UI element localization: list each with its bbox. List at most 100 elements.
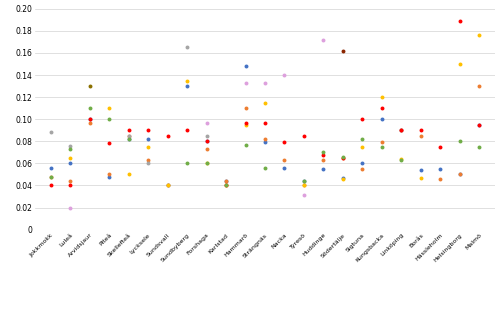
Topic 4 [105,106,113,111]
Topic 6 [339,154,347,159]
Topic 1 [66,161,74,166]
Topic 4 [261,100,269,105]
Topic 5 [86,116,94,122]
Topic 2 [222,178,230,184]
Topic 5 [358,116,366,122]
Topic 10 [86,83,94,89]
Topic 1 [300,178,308,184]
Topic 6 [476,144,484,150]
Topic 2 [144,157,152,163]
Topic 1 [476,122,484,127]
Topic 7 [242,80,250,85]
Topic 7 [66,205,74,210]
Topic 1 [46,165,54,171]
Topic 1 [358,161,366,166]
Topic 6 [86,106,94,111]
Topic 5 [436,144,444,150]
Topic 6 [300,178,308,184]
Topic 6 [66,146,74,152]
Topic 1 [339,175,347,180]
Topic 2 [378,140,386,145]
Topic 2 [398,128,406,133]
Topic 2 [280,157,288,163]
Topic 1 [436,166,444,172]
Topic 6 [358,136,366,142]
Topic 5 [320,152,328,157]
Topic 2 [46,174,54,179]
Topic 2 [202,146,210,152]
Topic 7 [261,80,269,85]
Topic 1 [398,128,406,133]
Topic 1 [144,136,152,142]
Topic 6 [46,174,54,179]
Topic 2 [456,172,464,177]
Topic 3 [183,45,191,50]
Topic 5 [164,133,172,138]
Topic 1 [242,64,250,69]
Topic 3 [46,130,54,135]
Topic 2 [124,133,132,138]
Topic 5 [378,106,386,111]
Topic 4 [144,144,152,150]
Topic 5 [183,128,191,133]
Topic 1 [202,139,210,144]
Topic 6 [378,144,386,150]
Topic 3 [66,143,74,148]
Topic 5 [124,128,132,133]
Topic 5 [300,133,308,138]
Topic 7 [300,193,308,198]
Topic 3 [124,133,132,138]
Topic 4 [164,183,172,188]
Topic 4 [339,176,347,181]
Topic 4 [66,155,74,160]
Topic 5 [280,140,288,145]
Topic 5 [105,141,113,146]
Topic 1 [86,116,94,122]
Topic 3 [202,133,210,138]
Topic 6 [261,165,269,171]
Topic 4 [476,33,484,38]
Topic 2 [417,133,425,138]
Topic 5 [66,183,74,188]
Topic 5 [202,139,210,144]
Topic 2 [320,157,328,163]
Topic 4 [202,161,210,166]
Topic 6 [320,150,328,155]
Topic 2 [105,172,113,177]
Topic 1 [417,167,425,173]
Topic 4 [456,61,464,67]
Topic 4 [378,94,386,100]
Topic 4 [242,122,250,127]
Topic 5 [261,120,269,125]
Topic 5 [476,122,484,127]
Topic 3 [144,161,152,166]
Topic 4 [222,183,230,188]
Topic 6 [183,161,191,166]
Topic 5 [398,128,406,133]
Topic 1 [222,178,230,184]
Topic 5 [46,183,54,188]
Topic 2 [86,120,94,125]
Topic 2 [436,176,444,181]
Topic 1 [320,166,328,172]
Topic 6 [398,157,406,163]
Topic 5 [222,183,230,188]
Topic 1 [105,174,113,179]
Topic 5 [144,128,152,133]
Topic 1 [456,172,464,177]
Topic 6 [242,142,250,147]
Topic 2 [339,155,347,160]
Topic 7 [280,72,288,78]
Topic 4 [183,78,191,83]
Topic 2 [66,178,74,184]
Topic 1 [378,116,386,122]
Topic 2 [300,183,308,188]
Topic 5 [339,155,347,160]
Topic 4 [124,172,132,177]
Topic 1 [164,183,172,188]
Topic 6 [202,161,210,166]
Topic 5 [456,18,464,24]
Topic 2 [358,166,366,172]
Topic 4 [358,144,366,150]
Topic 6 [456,139,464,144]
